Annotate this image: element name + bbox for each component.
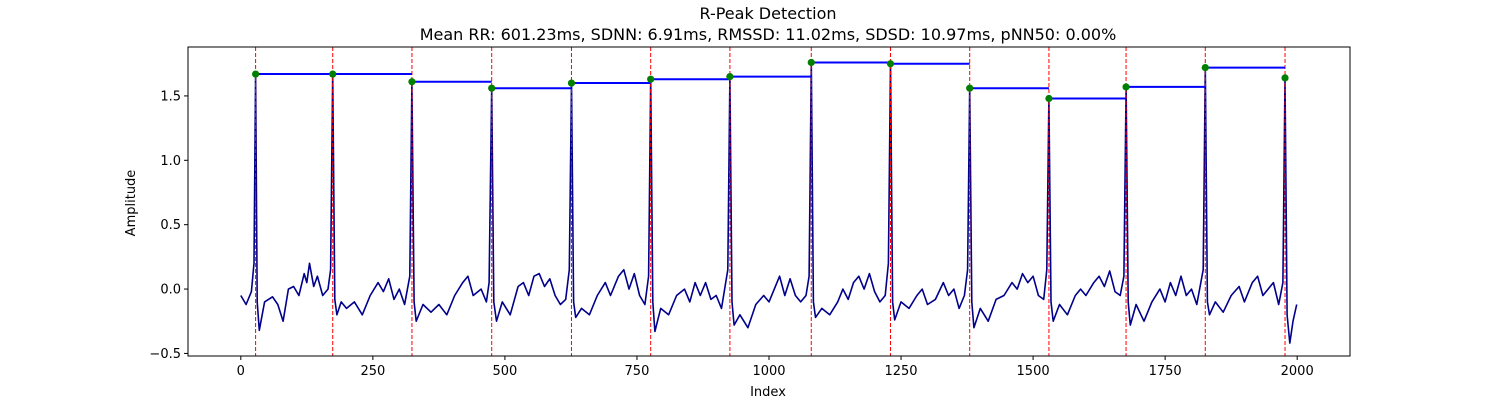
- peak-marker-13: [1201, 64, 1209, 72]
- plot-contents: [240, 47, 1298, 356]
- x-tick-label-2000: 2000: [1281, 364, 1314, 379]
- peak-marker-1: [252, 70, 260, 78]
- x-tick-label-0: 0: [237, 364, 245, 379]
- x-tick-label-1750: 1750: [1149, 364, 1182, 379]
- peak-marker-12: [1122, 83, 1130, 91]
- peak-marker-5: [567, 79, 576, 87]
- y-tick-label-0.5: 0.5: [160, 218, 181, 233]
- peak-marker-10: [966, 84, 974, 92]
- y-axis-label: Amplitude: [124, 170, 139, 237]
- peak-marker-11: [1045, 94, 1053, 103]
- peak-marker-6: [647, 75, 655, 83]
- chart-subtitle: Mean RR: 601.23ms, SDNN: 6.91ms, RMSSD: …: [420, 25, 1117, 44]
- plot-area: [240, 47, 1298, 356]
- ecg-signal-line: [240, 61, 1298, 344]
- x-tick-label-500: 500: [492, 364, 517, 379]
- peak-marker-4: [488, 84, 496, 92]
- peak-marker-3: [408, 78, 416, 86]
- peak-marker-14: [1281, 74, 1289, 82]
- x-tick-label-1250: 1250: [884, 364, 917, 379]
- x-tick-label-1000: 1000: [752, 364, 785, 379]
- peak-marker-7: [726, 73, 734, 81]
- chart-title: R-Peak Detection: [699, 4, 836, 23]
- axes: 0 250 500 750 1000 1250 1500 1750 2000 −0.5 0.0 0.5…: [149, 46, 1351, 379]
- peak-marker-9: [886, 60, 895, 68]
- peak-marker-8: [807, 58, 815, 67]
- x-tick-label-1500: 1500: [1017, 364, 1050, 379]
- x-axis-label: Index: [750, 385, 786, 400]
- y-tick-label-0: 0.0: [160, 283, 181, 298]
- x-tick-label-750: 750: [625, 364, 650, 379]
- x-tick-label-250: 250: [360, 364, 385, 379]
- y-tick-label--0.5: −0.5: [149, 347, 181, 362]
- y-tick-label-1.5: 1.5: [160, 89, 181, 104]
- y-tick-label-1: 1.0: [160, 154, 181, 169]
- peak-marker-2: [329, 70, 337, 78]
